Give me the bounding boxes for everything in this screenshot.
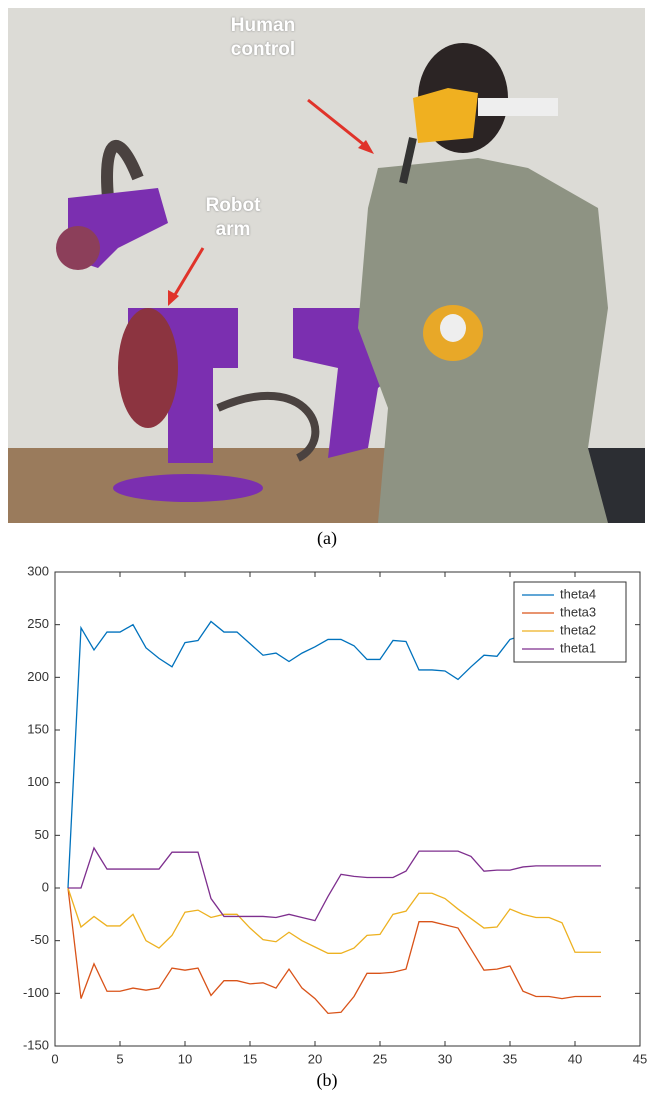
x-tick-label: 25 — [373, 1051, 387, 1066]
x-tick-label: 10 — [178, 1051, 192, 1066]
legend-label: theta2 — [560, 622, 596, 637]
y-tick-label: 200 — [27, 669, 49, 684]
legend-label: theta4 — [560, 586, 596, 601]
photo-scene — [8, 8, 645, 523]
x-tick-label: 20 — [308, 1051, 322, 1066]
y-tick-label: 50 — [35, 827, 49, 842]
x-tick-label: 35 — [503, 1051, 517, 1066]
x-tick-label: 15 — [243, 1051, 257, 1066]
annotation: Robot arm — [198, 194, 268, 242]
figure: Human control Robot arm (a) -150 -100 -50 0… — [0, 0, 654, 1095]
x-tick-label: 0 — [51, 1051, 58, 1066]
x-tick-label: 5 — [116, 1051, 123, 1066]
photo: Human control Robot arm — [8, 8, 645, 523]
legend-label: theta3 — [560, 604, 596, 619]
legend-label: theta1 — [560, 640, 596, 655]
x-tick-label: 40 — [568, 1051, 582, 1066]
y-tick-label: 100 — [27, 774, 49, 789]
y-tick-label: 300 — [27, 563, 49, 578]
caption: (a) — [297, 528, 357, 549]
y-tick-label: 250 — [27, 616, 49, 631]
caption: (b) — [297, 1070, 357, 1091]
y-tick-label: 150 — [27, 721, 49, 736]
x-tick-label: 30 — [438, 1051, 452, 1066]
y-tick-label: -150 — [23, 1037, 49, 1052]
y-tick-label: -50 — [30, 932, 49, 947]
y-tick-label: -100 — [23, 985, 49, 1000]
chart: -150 -100 -50 0 50 100 150 200 250 300 0 5 10 15 20 25 3… — [0, 560, 654, 1095]
annotation: Human control — [218, 14, 308, 62]
x-tick-label: 45 — [633, 1051, 647, 1066]
y-tick-label: 0 — [42, 879, 49, 894]
